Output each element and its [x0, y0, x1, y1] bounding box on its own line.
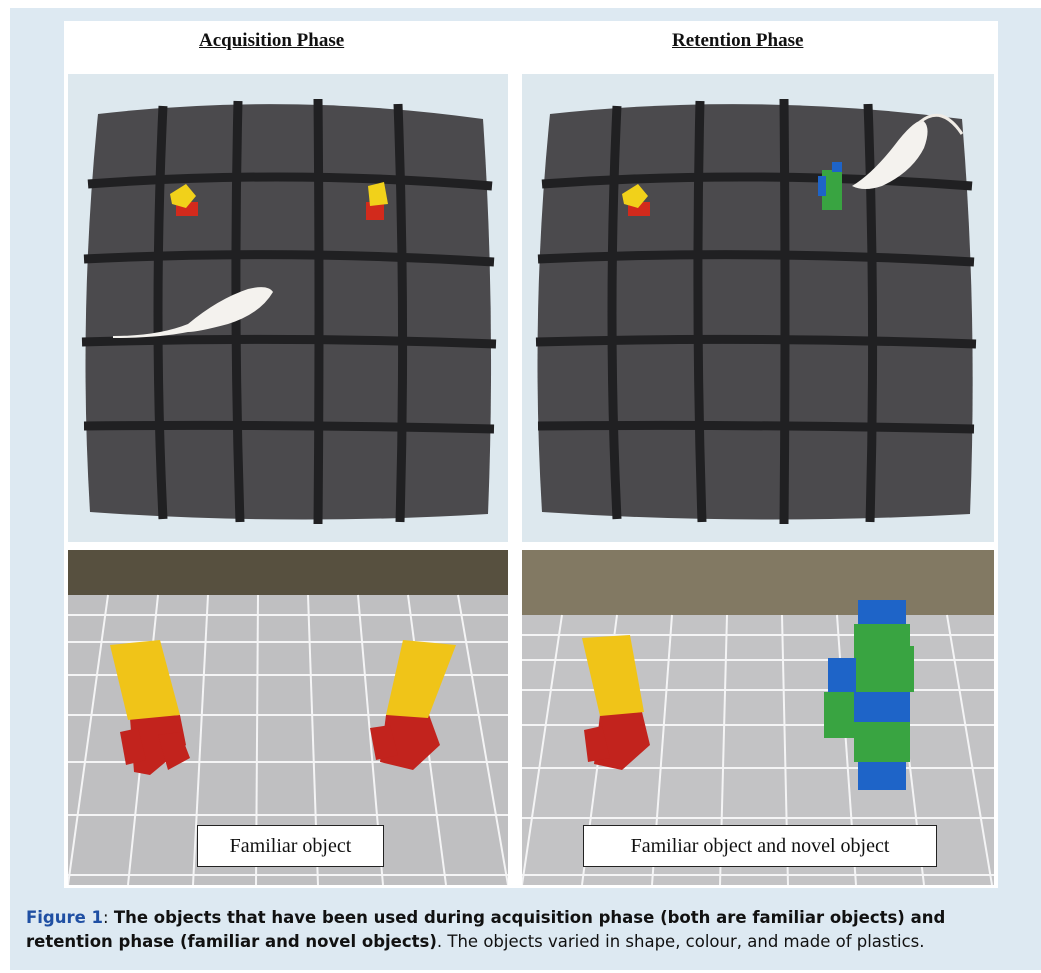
caption-rest-text: . The objects varied in shape, colour, a… [436, 932, 925, 951]
caption-separator: : [103, 908, 114, 927]
retention-phase-title: Retention Phase [672, 30, 804, 51]
figure-caption: Figure 1: The objects that have been use… [26, 906, 1026, 954]
acquisition-arena-photo [68, 74, 508, 542]
figure-image: Acquisition Phase Retention Phase [64, 21, 998, 888]
caption-bold-text: The objects that have been used during a… [26, 908, 946, 951]
familiar-object-photo [68, 550, 508, 885]
figure-number: Figure 1 [26, 908, 104, 927]
retention-arena-photo [522, 74, 994, 542]
familiar-object-label: Familiar object [197, 825, 384, 867]
acquisition-phase-title: Acquisition Phase [199, 30, 345, 51]
familiar-and-novel-object-label: Familiar object and novel object [583, 825, 937, 867]
